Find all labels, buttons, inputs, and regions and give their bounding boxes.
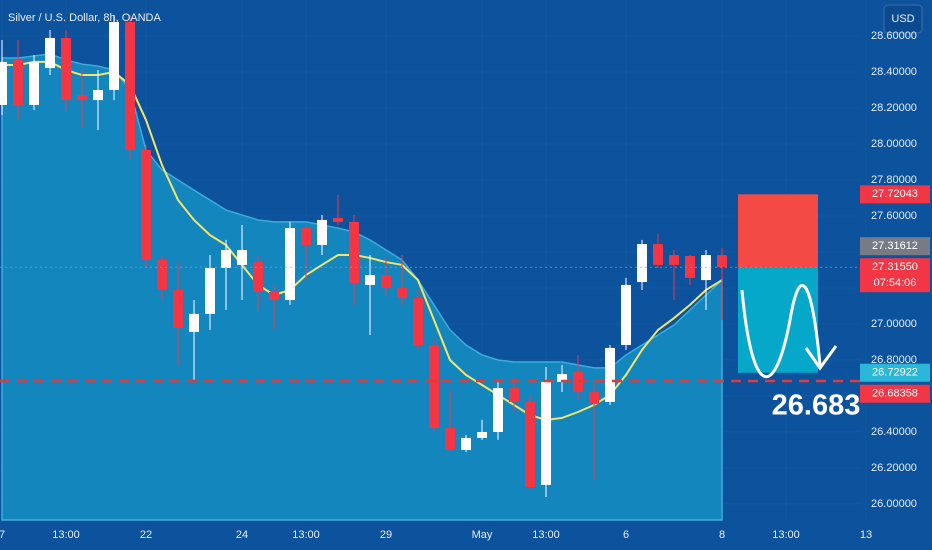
candle-body [349,221,359,283]
price-label-bg [860,185,930,204]
candle-body [13,59,23,105]
price-label-bg [860,363,930,382]
x-tick-label: 6 [623,529,629,541]
target-zone [738,267,818,373]
y-tick-label: 26.00000 [871,498,917,510]
countdown: 07:54:06 [874,277,917,289]
candle-body [461,437,471,450]
y-tick-label: 28.60000 [871,30,917,42]
candle-body [477,431,487,438]
stop-zone [738,194,818,268]
price-label: 27.31550 [872,261,918,273]
x-tick-label: 24 [236,529,248,541]
candle-body [189,313,199,332]
candle-body [365,275,375,285]
candle-body [557,374,567,382]
candle-body [141,149,151,260]
x-tick-label: 13 [860,529,872,541]
candle-body [125,21,135,150]
y-tick-label: 28.20000 [871,102,917,114]
x-tick-label: 7 [0,529,5,541]
candle-body [205,268,215,314]
y-tick-label: 26.40000 [871,426,917,438]
x-tick-label: May [472,529,493,541]
candle-body [525,401,535,488]
candle-body [301,228,311,245]
candle-body [717,255,727,268]
candle-body [45,37,55,69]
candle-body [77,95,87,101]
y-tick-label: 26.80000 [871,354,917,366]
currency-button[interactable] [883,4,923,34]
price-label-bg [860,258,930,293]
candle-body [653,244,663,265]
candle-body [637,244,647,283]
y-tick-label: 27.80000 [871,174,917,186]
y-tick-label: 27.60000 [871,210,917,222]
candle-body [621,284,631,346]
x-tick-label: 13:00 [292,529,320,541]
candle-body [237,250,247,265]
candle-body [445,428,455,450]
candle-body [509,388,519,402]
price-label: 26.72922 [872,367,918,379]
candle-body [333,217,343,222]
candle-body [413,298,423,346]
candle-body [93,89,103,101]
annotation: 26.683 [772,390,861,422]
x-tick-label: 8 [719,529,725,541]
candle-body [669,255,679,265]
y-tick-label: 27.00000 [871,318,917,330]
candle-body [109,21,119,90]
price-label: 27.31612 [872,240,918,252]
price-label-bg [860,384,930,403]
candle-body [317,219,327,245]
x-tick-label: 13:00 [52,529,80,541]
price-label: 27.72043 [872,188,918,200]
x-tick-label: 22 [140,529,152,541]
x-tick-label: 13:00 [532,529,560,541]
candle-body [493,388,503,432]
candle-body [61,37,71,101]
candle-body [29,61,39,105]
candle-body [157,259,167,290]
candle-body [397,287,407,299]
moving-average [2,60,723,421]
candle-body [541,381,551,485]
forecast-arrowhead [804,345,838,371]
x-tick-label: 13:00 [772,529,800,541]
candle-body [285,228,295,301]
candle-body [269,291,279,301]
y-tick-label: 28.40000 [871,66,917,78]
chart-title: Silver / U.S. Dollar, 8h, OANDA [8,12,161,24]
plot: 26.683 [0,0,867,521]
candle-body [605,347,615,402]
candle-body [701,255,711,281]
forecast-arrow [740,284,822,379]
candle-body [173,289,183,328]
currency[interactable]: USD [891,13,914,25]
candle-body [253,262,263,292]
price-label: 26.68358 [872,388,918,400]
price-label-bg [860,237,930,256]
x-tick-label: 29 [380,529,392,541]
y-tick-label: 26.20000 [871,462,917,474]
candle-body [221,250,231,269]
y-tick-label: 28.00000 [871,138,917,150]
candle-body [589,392,599,404]
candle-body [429,345,439,429]
candle-body [0,61,7,105]
candle-body [381,275,391,288]
